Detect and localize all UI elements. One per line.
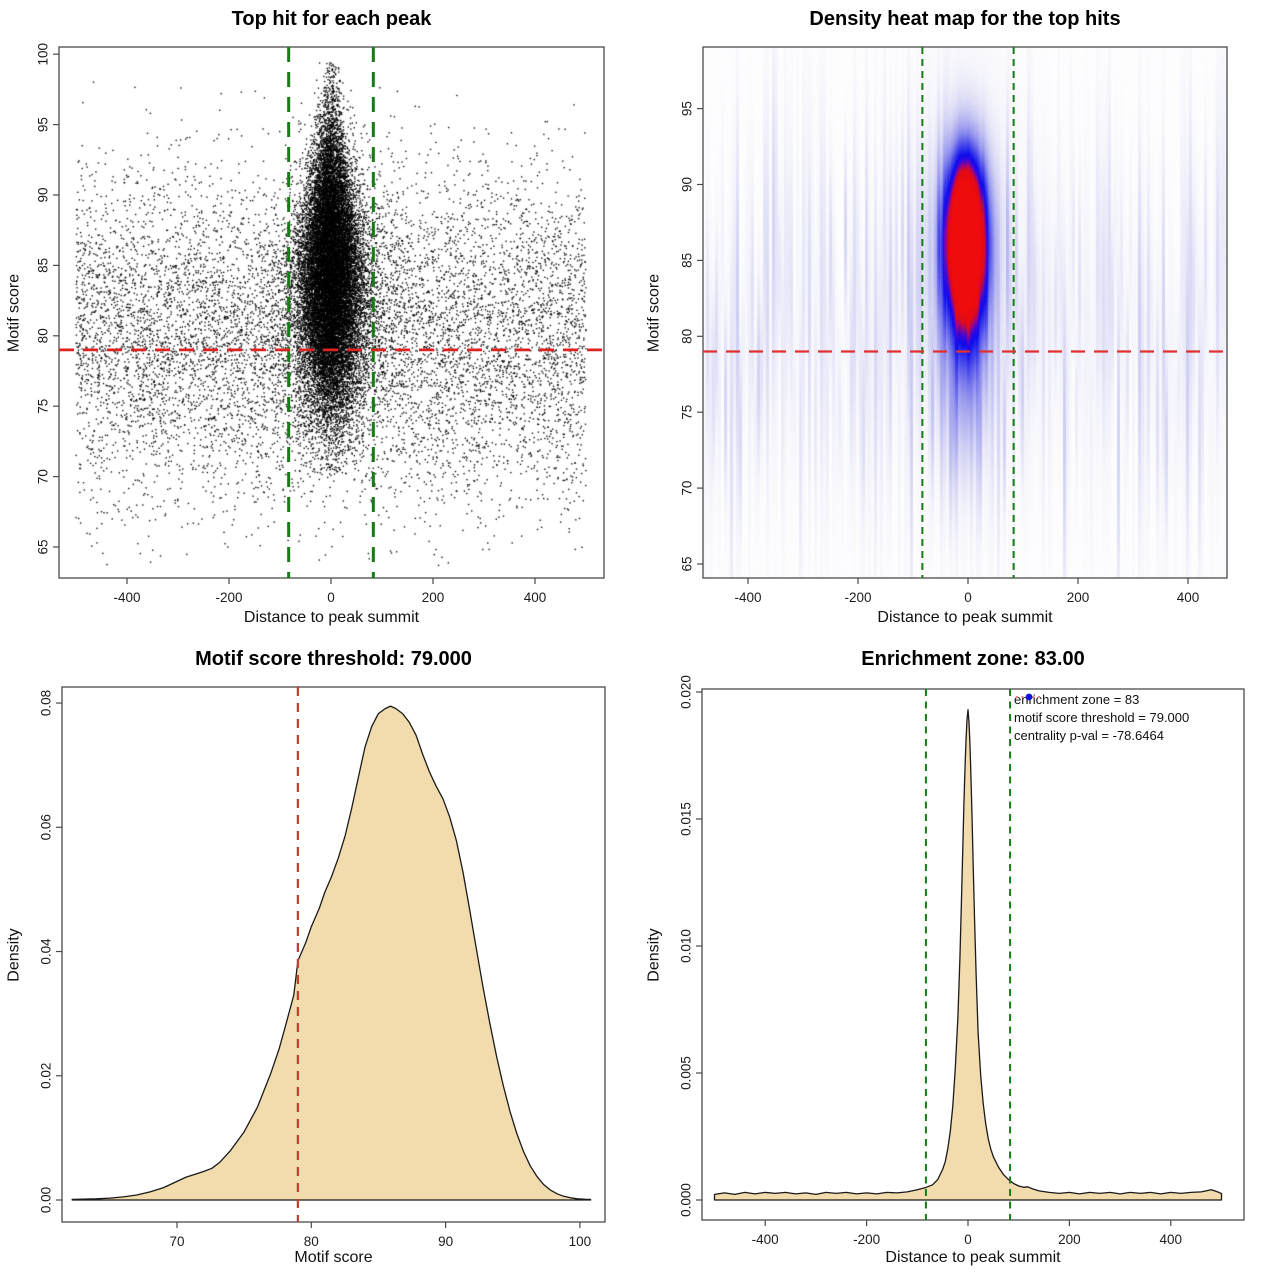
tick-label: 0.005	[679, 1056, 694, 1090]
chart-title: Density heat map for the top hits	[809, 8, 1121, 30]
tick-label: 0	[327, 590, 335, 605]
legend-item-motif-threshold: motif score threshold = 79.000	[1014, 696, 1190, 726]
tick-label: 70	[680, 481, 695, 496]
tick-label: 75	[680, 405, 695, 420]
legend-label: motif score threshold = 79.000	[1014, 709, 1190, 725]
tick-label: 0.00	[39, 1187, 54, 1213]
x-axis-title: Distance to peak summit	[885, 1249, 1061, 1266]
x-axis: -400 -200 0 200 400	[113, 578, 546, 605]
tick-label: 85	[36, 258, 51, 273]
tick-label: 0.08	[39, 690, 54, 716]
tick-label: 75	[36, 399, 51, 414]
chart-title: Motif score threshold: 79.000	[195, 648, 472, 670]
tick-label: 85	[680, 253, 695, 268]
tick-label: 400	[524, 590, 547, 605]
density-plot-svg: 70 80 90 100 0.00 0.02 0.04 0.06 0.08	[39, 686, 606, 1249]
plot-box	[701, 688, 1245, 1221]
tick-label: 0.015	[679, 802, 694, 836]
tick-label: 70	[169, 1234, 184, 1249]
plot-box	[702, 46, 1228, 579]
tick-label: 400	[1160, 1232, 1183, 1247]
x-axis-title: Distance to peak summit	[877, 609, 1053, 626]
tick-label: -400	[734, 590, 761, 605]
tick-label: 0.04	[39, 938, 54, 965]
plot-legend: enrichment zone = 83 motif score thresho…	[1014, 690, 1189, 744]
x-axis: 70 80 90 100	[169, 1222, 591, 1249]
tick-label: -200	[844, 590, 871, 605]
chart-title: Top hit for each peak	[231, 8, 432, 30]
panel-distance-density: -400 -200 0 200 400 0.000 0.005 0.010 0.015 0.020…	[640, 640, 1280, 1280]
tick-label: 70	[36, 469, 51, 484]
tick-label: 0	[964, 1232, 972, 1247]
heatmap-canvas	[640, 0, 1280, 640]
panel-motif-score-density: 70 80 90 100 0.00 0.02 0.04 0.06 0.08 Motif scor…	[0, 640, 640, 1280]
tick-label: 100	[36, 43, 51, 66]
x-axis-title: Distance to peak summit	[243, 609, 420, 626]
tick-label: -200	[853, 1232, 880, 1247]
y-axis-title: Density	[645, 927, 662, 982]
tick-label: 80	[680, 329, 695, 344]
tick-label: 200	[1067, 590, 1090, 605]
tick-label: 95	[36, 117, 51, 132]
tick-label: 0.020	[679, 675, 694, 709]
legend-item-centrality-pval: centrality p-val = -78.6464	[1014, 693, 1189, 744]
y-axis: 65 70 75 80 85 90 95	[680, 101, 703, 572]
tick-label: 65	[36, 539, 51, 554]
plot-box	[58, 46, 605, 579]
tick-label: 400	[1177, 590, 1200, 605]
tick-label: 100	[569, 1234, 592, 1249]
tick-label: 200	[1058, 1232, 1081, 1247]
tick-label: 0.06	[39, 814, 54, 840]
tick-label: 0.010	[679, 929, 694, 963]
tick-label: -400	[113, 590, 140, 605]
tick-label: 90	[438, 1234, 453, 1249]
y-axis-title: Motif score	[645, 273, 662, 352]
chart-title: Enrichment zone: 83.00	[861, 648, 1085, 670]
heatmap-axes-svg: -400 -200 0 200 400 65 70 75 80 85 90 95	[680, 46, 1228, 605]
x-axis: -400 -200 0 200 400	[734, 578, 1199, 605]
tick-label: 80	[36, 328, 51, 343]
tick-label: 65	[680, 556, 695, 571]
x-axis-title: Motif score	[294, 1249, 373, 1266]
plot-box	[61, 686, 606, 1223]
legend-label: enrichment zone = 83	[1014, 691, 1140, 707]
panel-top-hit-scatter: -400 -200 0 200 400 65 70 75 80 85 90 95 100 Top hit…	[0, 0, 640, 640]
tick-label: 0.02	[39, 1063, 54, 1089]
scatter-points-canvas	[0, 0, 640, 640]
tick-label: 0.000	[679, 1183, 694, 1217]
blue-point-icon	[1025, 693, 1033, 701]
tick-label: 90	[680, 177, 695, 192]
density-curve	[71, 705, 592, 1201]
y-axis-title: Motif score	[5, 273, 22, 352]
tick-label: 80	[304, 1234, 319, 1249]
tick-label: -200	[215, 590, 242, 605]
tick-label: -400	[752, 1232, 779, 1247]
tick-label: 90	[36, 187, 51, 202]
density-curve	[713, 709, 1223, 1201]
density-plot-svg: -400 -200 0 200 400 0.000 0.005 0.010 0.015 0.020	[679, 675, 1245, 1247]
tick-label: 200	[422, 590, 445, 605]
y-axis: 0.000 0.005 0.010 0.015 0.020	[679, 675, 702, 1217]
y-axis-title: Density	[5, 927, 22, 982]
scatter-axes-svg: -400 -200 0 200 400 65 70 75 80 85 90 95 100	[36, 43, 605, 605]
legend-label: centrality p-val = -78.6464	[1014, 727, 1164, 743]
tick-label: 0	[964, 590, 972, 605]
y-axis: 65 70 75 80 85 90 95 100	[36, 43, 59, 555]
tick-label: 95	[680, 101, 695, 116]
panel-density-heatmap: -400 -200 0 200 400 65 70 75 80 85 90 95 Density he…	[640, 0, 1280, 640]
y-axis: 0.00 0.02 0.04 0.06 0.08	[39, 690, 62, 1213]
x-axis: -400 -200 0 200 400	[752, 1220, 1182, 1247]
